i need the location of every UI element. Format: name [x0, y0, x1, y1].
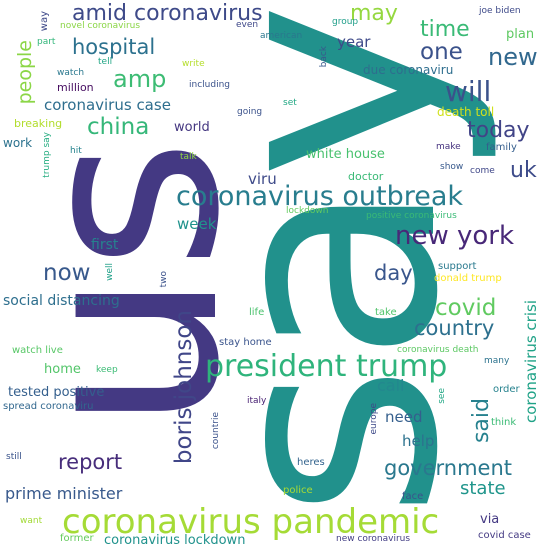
- cloud-word: first: [91, 237, 119, 253]
- cloud-word: talk: [180, 152, 197, 162]
- cloud-word: heres: [297, 457, 325, 468]
- cloud-word: coronavirus lockdown: [104, 533, 246, 548]
- cloud-word: coronavirus case: [44, 96, 171, 114]
- cloud-word: covid: [435, 295, 497, 321]
- cloud-word: china: [87, 114, 150, 140]
- cloud-word: today: [467, 118, 530, 143]
- cloud-word: stay home: [219, 337, 272, 348]
- cloud-word: watch: [57, 68, 85, 78]
- cloud-word: hit: [70, 146, 82, 156]
- cloud-word: back: [319, 46, 329, 68]
- cloud-word: trump say: [42, 132, 52, 178]
- cloud-word: president trump: [205, 349, 448, 384]
- cloud-word: even: [236, 20, 259, 30]
- cloud-word: see: [437, 388, 447, 404]
- cloud-word: country: [414, 316, 495, 340]
- cloud-word: viru: [248, 170, 277, 188]
- cloud-word: set: [283, 98, 297, 108]
- cloud-word: american: [260, 31, 303, 41]
- cloud-word: face: [402, 491, 424, 502]
- cloud-word: coronavirus outbreak: [176, 181, 464, 212]
- cloud-word: year: [337, 33, 371, 51]
- cloud-word: group: [332, 17, 359, 27]
- cloud-word: lockdown: [286, 206, 329, 216]
- cloud-word: breaking: [14, 117, 63, 130]
- cloud-word: support: [438, 261, 477, 272]
- cloud-word: world: [174, 120, 210, 135]
- cloud-word: many: [484, 356, 510, 366]
- cloud-word: take: [375, 307, 397, 318]
- cloud-word: well: [105, 263, 115, 281]
- cloud-word: due coronaviru: [363, 63, 454, 77]
- cloud-word: coronavirus death: [397, 345, 479, 355]
- cloud-word: tell: [98, 57, 113, 67]
- cloud-word: tested positive: [8, 385, 105, 400]
- cloud-word: death toll: [437, 105, 495, 119]
- cloud-word: italy: [247, 396, 267, 406]
- cloud-word: want: [20, 516, 43, 526]
- cloud-word: countrie: [211, 412, 221, 450]
- cloud-word: still: [6, 452, 22, 462]
- cloud-word: think: [491, 417, 517, 428]
- cloud-word: new: [488, 43, 538, 71]
- cloud-word: state: [460, 478, 506, 499]
- cloud-word: government: [384, 456, 513, 480]
- cloud-word: amp: [113, 65, 167, 93]
- cloud-word: coronavirus pandemic: [62, 502, 440, 542]
- cloud-word: said: [469, 398, 494, 444]
- cloud-word: novel coronavirus: [60, 21, 141, 31]
- cloud-word: show: [440, 162, 464, 172]
- cloud-word: week: [177, 215, 217, 233]
- cloud-word: order: [493, 384, 520, 395]
- cloud-word: work: [3, 136, 33, 150]
- cloud-word: joe biden: [479, 6, 521, 16]
- cloud-word: report: [58, 450, 123, 474]
- cloud-word: part: [37, 37, 56, 47]
- cloud-word: now: [43, 260, 91, 286]
- cloud-word: home: [44, 362, 81, 377]
- cloud-word: watch live: [12, 345, 63, 356]
- cloud-word: covid case: [478, 530, 531, 541]
- cloud-word: help: [402, 432, 435, 450]
- cloud-word: will: [445, 75, 492, 108]
- cloud-word: two: [159, 271, 169, 288]
- cloud-word: day: [374, 261, 413, 285]
- cloud-word: spread coronaviru: [3, 401, 94, 412]
- cloud-word: life: [249, 307, 265, 318]
- cloud-word: former: [60, 533, 94, 544]
- cloud-word: keep: [96, 365, 118, 375]
- cloud-word: europe: [369, 403, 379, 435]
- cloud-word: time: [420, 17, 470, 42]
- cloud-word: family: [486, 142, 517, 153]
- cloud-word: prime minister: [5, 484, 123, 503]
- cloud-word: one: [420, 39, 463, 65]
- cloud-word: via: [480, 512, 500, 527]
- cloud-word: people: [14, 40, 36, 105]
- cloud-word: boris johnson: [171, 310, 197, 465]
- cloud-word: need: [385, 408, 423, 426]
- cloud-word: coronavirus crisi: [522, 300, 540, 424]
- cloud-word: million: [57, 81, 94, 94]
- cloud-word: white house: [306, 147, 385, 162]
- cloud-word: going: [237, 107, 263, 117]
- cloud-word: social distancing: [3, 293, 120, 309]
- cloud-word: way: [39, 11, 50, 32]
- cloud-word: come: [470, 166, 495, 176]
- cloud-word: including: [189, 80, 230, 90]
- cloud-word: donald trump: [434, 273, 502, 284]
- cloud-word: amid coronavirus: [72, 1, 263, 26]
- cloud-word: new york: [395, 221, 515, 251]
- cloud-word: hospital: [72, 35, 156, 59]
- cloud-word: plan: [506, 27, 535, 42]
- cloud-word: may: [350, 1, 398, 26]
- cloud-word: doctor: [348, 170, 384, 183]
- cloud-word: police: [283, 485, 313, 496]
- cloud-word: make: [436, 142, 461, 152]
- cloud-word: uk: [510, 158, 537, 183]
- cloud-word: write: [182, 59, 205, 69]
- cloud-word: call: [377, 376, 405, 395]
- cloud-word: positive coronavirus: [366, 211, 457, 221]
- cloud-word: new coronavirus: [336, 534, 411, 544]
